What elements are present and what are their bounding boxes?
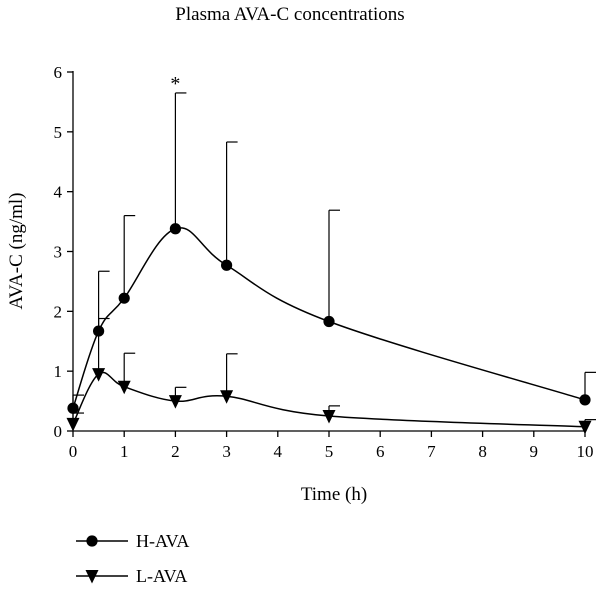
chart-title: Plasma AVA-C concentrations [175, 4, 404, 25]
h-ava-point [579, 394, 591, 406]
x-tick-label: 8 [478, 442, 487, 461]
plot-area: 0 1 2 3 4 5 6 0 1 2 3 4 5 6 7 8 9 10 * [54, 63, 596, 461]
y-tick-label: 2 [54, 302, 63, 321]
l-ava-point [66, 417, 80, 432]
l-ava-point [578, 420, 592, 435]
x-tick-label: 1 [120, 442, 129, 461]
legend: H-AVA L-AVA [76, 531, 189, 586]
significance-annotation: * [170, 73, 180, 95]
h-ava-point [118, 292, 130, 304]
legend-label-h-ava: H-AVA [136, 531, 189, 551]
x-tick-label: 6 [376, 442, 385, 461]
h-ava-point [169, 223, 181, 235]
h-ava-point [221, 259, 233, 271]
x-tick-label: 5 [325, 442, 334, 461]
y-tick-label: 4 [54, 183, 63, 202]
x-tick-label: 9 [530, 442, 539, 461]
l-ava-point [220, 390, 234, 404]
y-axis-label: AVA-C (ng/ml) [6, 192, 27, 309]
y-tick-label: 3 [54, 243, 63, 262]
x-tick-label: 3 [222, 442, 231, 461]
l-ava-point [92, 368, 106, 382]
y-tick-label: 6 [54, 63, 63, 82]
x-axis-label: Time (h) [301, 484, 367, 505]
legend-label-l-ava: L-AVA [136, 566, 187, 586]
x-tick-label: 10 [577, 442, 594, 461]
y-tick-label: 0 [54, 422, 63, 441]
x-tick-label: 0 [69, 442, 78, 461]
h-ava-point [67, 402, 79, 414]
y-tick-label: 1 [54, 362, 63, 381]
x-tick-label: 7 [427, 442, 436, 461]
l-ava-point [168, 395, 182, 409]
legend-marker-l-ava [85, 570, 99, 584]
x-tick-label: 4 [274, 442, 283, 461]
x-tick-label: 2 [171, 442, 180, 461]
legend-marker-h-ava [86, 535, 98, 547]
y-tick-label: 5 [54, 123, 63, 142]
h-ava-point [323, 315, 335, 328]
l-ava-point [322, 410, 336, 424]
l-ava-point [117, 380, 131, 395]
